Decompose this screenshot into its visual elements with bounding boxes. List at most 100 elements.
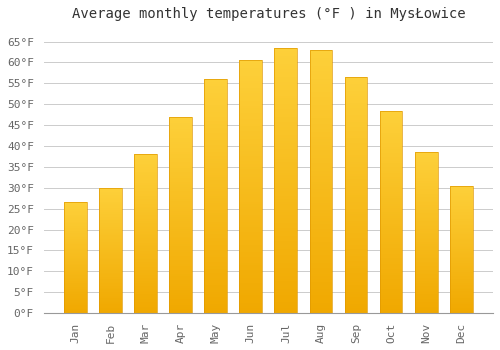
Bar xyxy=(344,108,368,110)
Bar xyxy=(240,308,262,310)
Bar xyxy=(415,170,438,172)
Bar xyxy=(415,249,438,250)
Bar xyxy=(450,188,472,189)
Bar xyxy=(380,285,402,287)
Bar xyxy=(64,270,87,271)
Bar xyxy=(415,303,438,305)
Bar xyxy=(310,216,332,218)
Bar xyxy=(64,202,87,313)
Bar xyxy=(204,107,227,110)
Bar xyxy=(99,304,122,306)
Bar xyxy=(240,232,262,235)
Bar xyxy=(450,242,472,243)
Bar xyxy=(170,276,192,278)
Bar xyxy=(204,103,227,105)
Bar xyxy=(134,251,157,253)
Bar xyxy=(310,166,332,168)
Bar xyxy=(274,56,297,58)
Bar xyxy=(134,175,157,177)
Bar xyxy=(240,293,262,295)
Bar xyxy=(134,191,157,192)
Bar xyxy=(310,174,332,176)
Bar xyxy=(380,141,402,143)
Bar xyxy=(99,252,122,253)
Bar xyxy=(204,152,227,154)
Bar xyxy=(274,308,297,310)
Bar xyxy=(380,111,402,113)
Bar xyxy=(134,223,157,224)
Bar xyxy=(415,312,438,313)
Bar xyxy=(415,165,438,167)
Bar xyxy=(310,61,332,63)
Bar xyxy=(310,105,332,108)
Bar xyxy=(170,293,192,295)
Bar xyxy=(99,188,122,189)
Bar xyxy=(134,258,157,259)
Bar xyxy=(64,311,87,312)
Bar xyxy=(450,193,472,195)
Bar xyxy=(134,181,157,183)
Bar xyxy=(310,176,332,179)
Bar xyxy=(274,202,297,204)
Bar xyxy=(134,162,157,164)
Bar xyxy=(99,195,122,197)
Bar xyxy=(415,228,438,230)
Bar xyxy=(240,136,262,139)
Bar xyxy=(134,250,157,251)
Bar xyxy=(99,233,122,234)
Bar xyxy=(204,252,227,254)
Bar xyxy=(204,126,227,128)
Bar xyxy=(240,237,262,240)
Bar xyxy=(415,261,438,263)
Bar xyxy=(99,274,122,275)
Bar xyxy=(380,258,402,260)
Bar xyxy=(134,310,157,312)
Bar xyxy=(99,225,122,226)
Bar xyxy=(240,108,262,111)
Bar xyxy=(450,266,472,267)
Bar xyxy=(204,210,227,212)
Bar xyxy=(310,137,332,139)
Bar xyxy=(344,195,368,197)
Bar xyxy=(64,250,87,251)
Bar xyxy=(134,272,157,273)
Bar xyxy=(415,308,438,310)
Bar xyxy=(134,218,157,219)
Bar xyxy=(170,119,192,121)
Bar xyxy=(204,131,227,133)
Bar xyxy=(64,310,87,311)
Bar xyxy=(380,196,402,198)
Bar xyxy=(240,235,262,237)
Bar xyxy=(274,141,297,144)
Bar xyxy=(99,279,122,280)
Bar xyxy=(99,229,122,230)
Bar xyxy=(380,143,402,145)
Bar xyxy=(64,283,87,284)
Bar xyxy=(415,302,438,303)
Bar xyxy=(204,259,227,261)
Bar xyxy=(450,289,472,290)
Bar xyxy=(380,303,402,305)
Bar xyxy=(204,266,227,269)
Bar xyxy=(204,175,227,177)
Bar xyxy=(99,206,122,208)
Bar xyxy=(344,124,368,127)
Bar xyxy=(344,311,368,313)
Bar xyxy=(415,290,438,292)
Bar xyxy=(344,153,368,155)
Bar xyxy=(240,306,262,308)
Bar xyxy=(415,226,438,228)
Bar xyxy=(64,264,87,266)
Bar xyxy=(380,268,402,271)
Bar xyxy=(344,207,368,209)
Bar xyxy=(204,182,227,184)
Bar xyxy=(134,280,157,281)
Bar xyxy=(310,55,332,58)
Bar xyxy=(204,184,227,187)
Bar xyxy=(64,295,87,296)
Bar xyxy=(344,134,368,136)
Bar xyxy=(240,265,262,268)
Bar xyxy=(380,206,402,208)
Bar xyxy=(310,139,332,142)
Bar xyxy=(99,198,122,199)
